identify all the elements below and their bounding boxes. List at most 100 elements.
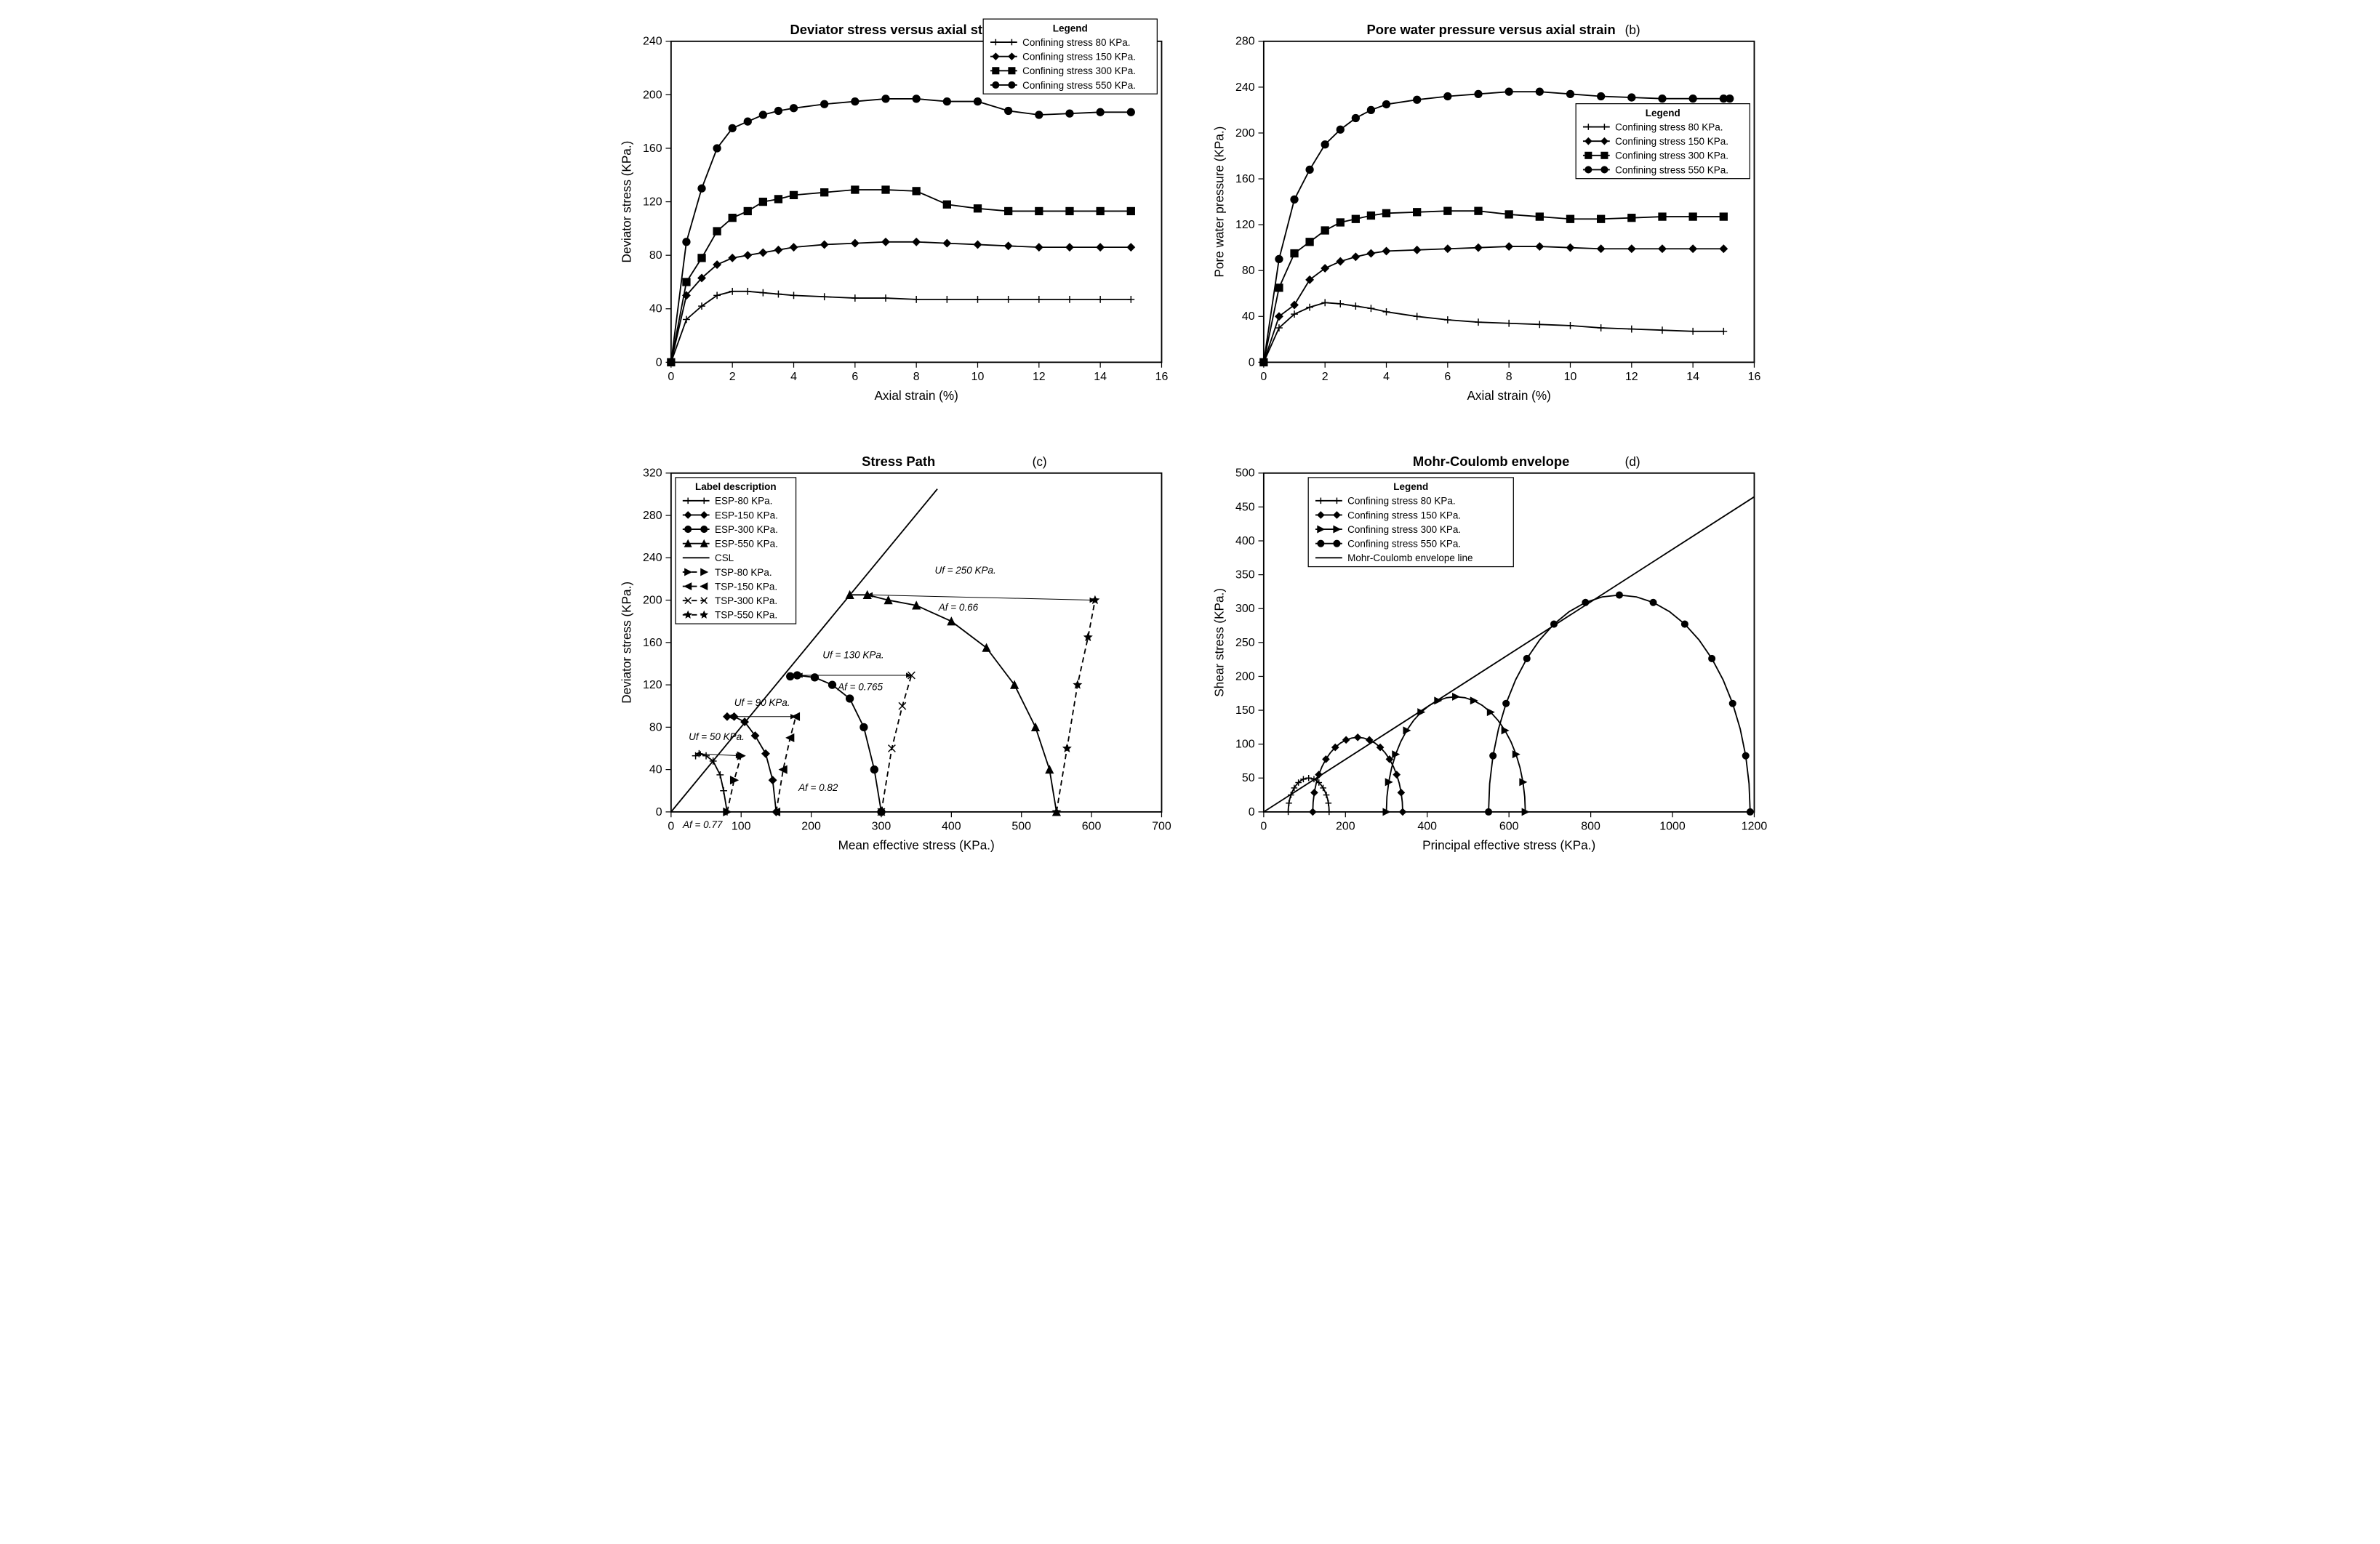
svg-text:350: 350 [1235,569,1255,582]
svg-text:0: 0 [655,806,662,819]
svg-text:6: 6 [852,371,858,383]
svg-text:ESP-300 KPa.: ESP-300 KPa. [714,524,777,535]
svg-text:12: 12 [1624,371,1638,383]
svg-text:40: 40 [1241,310,1254,323]
svg-text:50: 50 [1241,772,1254,784]
svg-text:280: 280 [643,510,662,522]
svg-text:Axial strain (%): Axial strain (%) [874,388,958,403]
svg-text:12: 12 [1032,371,1045,383]
svg-text:Mohr-Coulomb envelope line: Mohr-Coulomb envelope line [1347,552,1473,563]
svg-text:0: 0 [1248,356,1254,369]
svg-text:16: 16 [1747,371,1760,383]
svg-text:400: 400 [942,821,961,833]
svg-text:ESP-150 KPa.: ESP-150 KPa. [714,510,777,521]
svg-text:500: 500 [1235,467,1255,480]
svg-text:ESP-80 KPa.: ESP-80 KPa. [714,496,772,507]
svg-text:16: 16 [1155,371,1168,383]
svg-text:80: 80 [649,249,662,262]
svg-text:0: 0 [1260,371,1267,383]
svg-text:Confining stress 550 KPa.: Confining stress 550 KPa. [1347,539,1461,550]
svg-text:400: 400 [1235,535,1255,547]
svg-text:80: 80 [1241,265,1254,277]
svg-text:4: 4 [790,371,797,383]
svg-text:8: 8 [913,371,919,383]
svg-text:80: 80 [649,721,662,733]
panel-a: 024681012141604080120160200240Axial stra… [609,15,1179,425]
figure-grid: 024681012141604080120160200240Axial stra… [609,15,1772,856]
svg-text:0: 0 [1260,821,1267,833]
svg-text:14: 14 [1686,371,1699,383]
svg-text:0: 0 [655,356,662,369]
svg-text:Legend: Legend [1393,481,1428,492]
svg-text:700: 700 [1152,821,1171,833]
svg-text:(c): (c) [1032,454,1046,469]
svg-text:Confining stress 550 KPa.: Confining stress 550 KPa. [1022,80,1136,91]
svg-text:280: 280 [1235,36,1255,48]
svg-text:250: 250 [1235,637,1255,649]
svg-text:Mohr-Coulomb envelope: Mohr-Coulomb envelope [1412,454,1568,469]
svg-text:240: 240 [1235,81,1255,94]
svg-text:Legend: Legend [1052,23,1087,33]
svg-text:Af = 0.77: Af = 0.77 [682,819,723,830]
svg-text:Stress Path: Stress Path [862,454,935,469]
svg-text:Af = 0.82: Af = 0.82 [798,782,838,793]
svg-text:Shear stress (KPa.): Shear stress (KPa.) [1211,588,1226,697]
svg-text:TSP-300 KPa.: TSP-300 KPa. [714,595,777,606]
svg-text:120: 120 [643,196,662,208]
svg-text:120: 120 [1235,219,1255,231]
svg-text:(d): (d) [1624,454,1640,469]
svg-text:Confining stress 150 KPa.: Confining stress 150 KPa. [1347,510,1461,521]
svg-text:Confining stress 80 KPa.: Confining stress 80 KPa. [1022,37,1130,48]
svg-text:0: 0 [1248,806,1254,819]
svg-text:Pore water pressure (KPa.): Pore water pressure (KPa.) [1211,126,1226,278]
svg-text:1200: 1200 [1741,821,1767,833]
svg-text:300: 300 [1235,603,1255,615]
svg-text:Uf = 90 KPa.: Uf = 90 KPa. [734,697,790,708]
svg-text:TSP-80 KPa.: TSP-80 KPa. [714,567,772,578]
panel-b: 024681012141604080120160200240280Axial s… [1201,15,1772,425]
svg-text:400: 400 [1417,821,1437,833]
svg-text:2: 2 [729,371,735,383]
svg-text:200: 200 [1335,821,1355,833]
svg-text:160: 160 [1235,173,1255,185]
svg-text:Legend: Legend [1645,108,1680,118]
svg-text:8: 8 [1505,371,1512,383]
svg-text:600: 600 [1499,821,1518,833]
svg-text:600: 600 [1081,821,1101,833]
svg-text:100: 100 [731,821,750,833]
svg-text:160: 160 [643,637,662,649]
svg-text:Label description: Label description [694,481,776,492]
svg-text:0: 0 [668,371,674,383]
svg-text:Af = 0.765: Af = 0.765 [837,682,883,693]
svg-text:40: 40 [649,303,662,315]
svg-text:2: 2 [1321,371,1328,383]
svg-text:200: 200 [801,821,821,833]
svg-text:Mean effective stress (KPa.): Mean effective stress (KPa.) [838,838,994,853]
panel-d: 0 200 400 600 800 1000 1200 0 50 100 150 200 250 300 3… [1201,446,1772,856]
svg-text:1000: 1000 [1659,821,1686,833]
svg-text:200: 200 [643,595,662,607]
svg-text:800: 800 [1581,821,1600,833]
svg-text:Uf = 250 KPa.: Uf = 250 KPa. [934,565,995,576]
svg-text:10: 10 [1563,371,1576,383]
svg-text:14: 14 [1094,371,1107,383]
svg-text:200: 200 [1235,671,1255,683]
svg-text:240: 240 [643,552,662,564]
svg-text:ESP-550 KPa.: ESP-550 KPa. [714,539,777,550]
svg-text:CSL: CSL [714,552,734,563]
svg-text:Axial strain (%): Axial strain (%) [1467,388,1550,403]
svg-text:300: 300 [871,821,891,833]
svg-text:Confining stress 80 KPa.: Confining stress 80 KPa. [1347,496,1455,507]
svg-text:10: 10 [971,371,984,383]
svg-text:160: 160 [643,142,662,155]
svg-text:500: 500 [1011,821,1031,833]
svg-text:450: 450 [1235,502,1255,514]
svg-text:Confining stress 300 KPa.: Confining stress 300 KPa. [1347,524,1461,535]
svg-text:Deviator stress (KPa.): Deviator stress (KPa.) [619,582,633,704]
svg-text:100: 100 [1235,739,1255,751]
svg-text:6: 6 [1444,371,1451,383]
svg-text:150: 150 [1235,704,1255,717]
panel-c: 0100200300400500600700040801201602002402… [609,446,1179,856]
svg-text:Confining stress 300 KPa.: Confining stress 300 KPa. [1022,65,1136,76]
svg-text:240: 240 [643,36,662,48]
